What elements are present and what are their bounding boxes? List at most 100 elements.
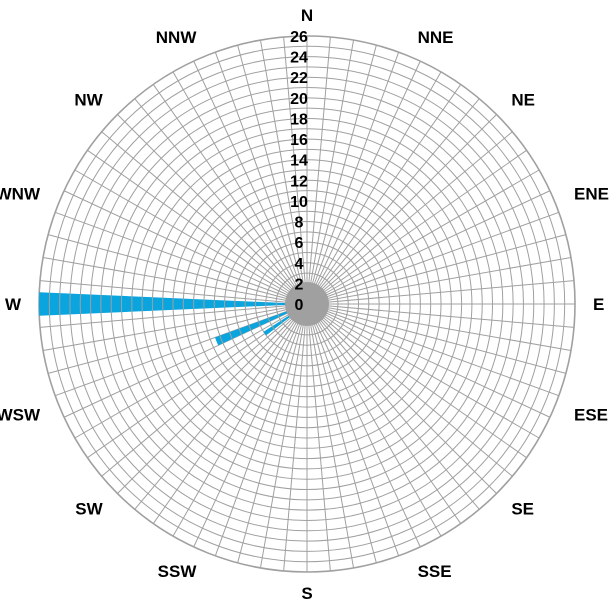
grid-spoke xyxy=(42,256,308,305)
grid-spoke xyxy=(306,303,527,459)
tick-label: 10 xyxy=(290,194,308,211)
grid-spoke xyxy=(117,114,308,305)
direction-label: NW xyxy=(74,91,103,110)
grid-spoke xyxy=(306,303,572,352)
grid-spoke xyxy=(152,84,308,305)
grid-spoke xyxy=(306,303,513,477)
grid-spoke xyxy=(74,303,308,439)
grid-spoke xyxy=(74,169,308,305)
grid-spoke xyxy=(306,98,480,305)
direction-label: SSE xyxy=(418,562,452,581)
grid-spoke xyxy=(237,45,308,305)
grid-spoke xyxy=(306,303,575,328)
grid-spoke xyxy=(237,303,308,563)
grid-spoke xyxy=(306,36,331,305)
grid-spoke xyxy=(306,211,560,305)
tick-label: 4 xyxy=(295,256,304,273)
grid-spoke xyxy=(306,280,575,305)
bar-segment-line xyxy=(229,332,233,340)
grid-spoke xyxy=(306,39,355,305)
tick-label: 16 xyxy=(290,132,308,149)
grid-spoke xyxy=(117,303,308,494)
tick-label: 0 xyxy=(295,297,304,314)
grid-spoke xyxy=(193,60,308,305)
grid-spoke xyxy=(39,303,308,328)
grid-spoke xyxy=(193,303,308,548)
grid-spoke xyxy=(306,303,462,524)
tick-label: 18 xyxy=(290,111,308,128)
grid-spoke xyxy=(306,114,497,305)
direction-label: N xyxy=(301,6,313,25)
center-disc xyxy=(285,282,329,326)
bar-segment-line xyxy=(258,321,261,326)
grid-spoke xyxy=(306,131,513,305)
grid-spoke xyxy=(306,45,377,305)
direction-label: W xyxy=(5,295,22,314)
bar-segment-line xyxy=(248,324,252,331)
grid-spoke xyxy=(42,303,308,352)
grid-spoke xyxy=(54,303,308,397)
grid-spoke xyxy=(101,303,308,477)
grid-spoke xyxy=(306,303,551,418)
grid-spoke xyxy=(306,303,480,510)
grid-spoke xyxy=(306,190,551,305)
grid-spoke xyxy=(306,169,540,305)
grid-spoke xyxy=(283,303,308,572)
grid-spoke xyxy=(306,84,462,305)
grid-spoke xyxy=(48,303,308,374)
direction-label: NNE xyxy=(418,28,454,47)
grid-spoke xyxy=(39,280,308,305)
direction-label: SSW xyxy=(158,562,198,581)
bar-segment-line xyxy=(277,314,280,318)
tick-label: 8 xyxy=(295,215,304,232)
bar-segment-line xyxy=(280,320,283,324)
grid-spoke xyxy=(259,303,308,569)
bar-segment-line xyxy=(271,325,275,330)
grid-spoke xyxy=(283,36,308,305)
grid-spoke xyxy=(101,131,308,305)
grid-spoke xyxy=(214,51,308,305)
tick-label: 14 xyxy=(290,153,308,170)
bar-segment-line xyxy=(267,317,271,322)
grid-spoke xyxy=(306,303,355,569)
tick-label: 24 xyxy=(290,50,308,67)
grid-spoke xyxy=(259,39,308,305)
direction-label: SW xyxy=(75,499,103,518)
grid-spoke xyxy=(48,234,308,305)
bar-segment-line xyxy=(219,335,224,344)
bar-series xyxy=(38,292,307,346)
direction-label: SE xyxy=(511,499,534,518)
direction-label: WSW xyxy=(0,406,41,425)
direction-label: E xyxy=(593,295,604,314)
direction-label: ENE xyxy=(574,184,609,203)
grid-spoke xyxy=(63,190,308,305)
tick-label: 12 xyxy=(290,173,308,190)
grid-spoke xyxy=(306,303,560,397)
grid-spoke xyxy=(152,303,308,524)
grid-spoke xyxy=(306,303,421,548)
grid-spoke xyxy=(306,256,572,305)
tick-label: 6 xyxy=(295,235,304,252)
grid-spoke xyxy=(306,51,400,305)
grid-spoke xyxy=(306,303,566,374)
grid-spoke xyxy=(172,71,308,305)
grid-spoke xyxy=(214,303,308,557)
grid-spoke xyxy=(306,303,497,494)
grid-spoke xyxy=(87,149,308,305)
grid-spoke xyxy=(306,303,331,572)
center-hub xyxy=(285,282,329,326)
direction-label: WNW xyxy=(0,184,41,203)
grid-spoke xyxy=(306,303,442,537)
direction-label: S xyxy=(301,584,312,603)
grid-spoke xyxy=(306,234,566,305)
bar xyxy=(214,304,307,346)
grid-spoke xyxy=(306,303,377,563)
tick-label: 22 xyxy=(290,70,308,87)
tick-label: 2 xyxy=(295,276,304,293)
grid-spoke xyxy=(134,303,308,510)
grid-spoke xyxy=(134,98,308,305)
direction-labels: N NNE NE ENE E ESE SE SSE S SSW SW WSW W WNW NW NNW xyxy=(0,6,609,603)
grid-spoke xyxy=(306,303,400,557)
